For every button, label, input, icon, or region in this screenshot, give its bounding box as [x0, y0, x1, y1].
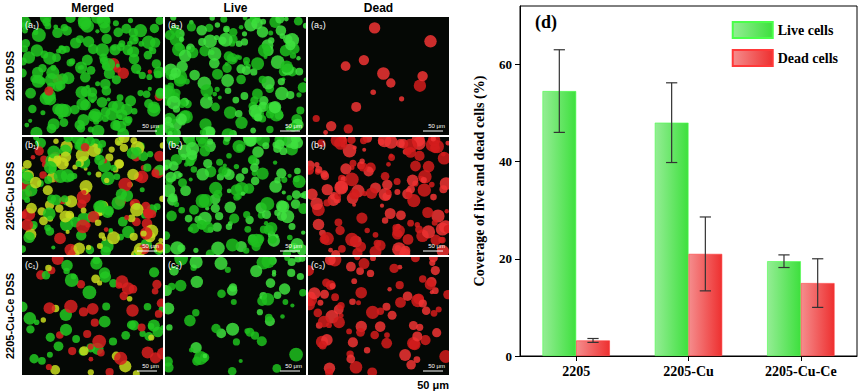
svg-text:Live: Live [223, 1, 247, 15]
svg-text:0: 0 [506, 349, 513, 364]
svg-text:50 μm: 50 μm [285, 363, 302, 369]
svg-text:50 μm: 50 μm [142, 243, 159, 249]
svg-text:2205-Cu-Ce: 2205-Cu-Ce [765, 364, 837, 379]
svg-text:50 μm: 50 μm [285, 243, 302, 249]
svg-text:(a₂): (a₂) [168, 20, 183, 30]
svg-text:50 μm: 50 μm [417, 379, 449, 391]
svg-text:60: 60 [499, 57, 512, 72]
svg-text:50 μm: 50 μm [428, 363, 445, 369]
svg-text:(c₂): (c₂) [168, 260, 182, 270]
svg-text:(a₃): (a₃) [311, 20, 326, 30]
svg-text:50 μm: 50 μm [428, 123, 445, 129]
svg-text:50 μm: 50 μm [142, 363, 159, 369]
svg-text:(b₃): (b₃) [311, 140, 326, 150]
svg-text:(c₃): (c₃) [311, 260, 325, 270]
svg-text:Live cells: Live cells [778, 23, 834, 38]
svg-text:2205 DSS: 2205 DSS [4, 51, 16, 101]
svg-text:Dead: Dead [364, 1, 393, 15]
svg-text:20: 20 [499, 251, 512, 266]
svg-text:Merged: Merged [71, 1, 114, 15]
svg-text:2205-Cu-Ce DSS: 2205-Cu-Ce DSS [4, 273, 16, 359]
svg-text:(b₁): (b₁) [25, 140, 39, 150]
svg-text:(a₁): (a₁) [25, 20, 39, 30]
svg-text:(c₁): (c₁) [25, 260, 39, 270]
svg-text:2205: 2205 [562, 364, 590, 379]
svg-text:50 μm: 50 μm [142, 123, 159, 129]
svg-text:(b₂): (b₂) [168, 140, 183, 150]
svg-text:2205-Cu: 2205-Cu [663, 364, 714, 379]
svg-text:Dead cells: Dead cells [778, 51, 839, 66]
svg-text:50 μm: 50 μm [428, 243, 445, 249]
svg-text:50 μm: 50 μm [285, 123, 302, 129]
svg-text:Coverage of live and dead cell: Coverage of live and dead cells (%) [472, 75, 488, 286]
svg-text:(d): (d) [535, 12, 557, 33]
svg-text:40: 40 [499, 154, 512, 169]
svg-text:2205-Cu DSS: 2205-Cu DSS [4, 162, 16, 230]
